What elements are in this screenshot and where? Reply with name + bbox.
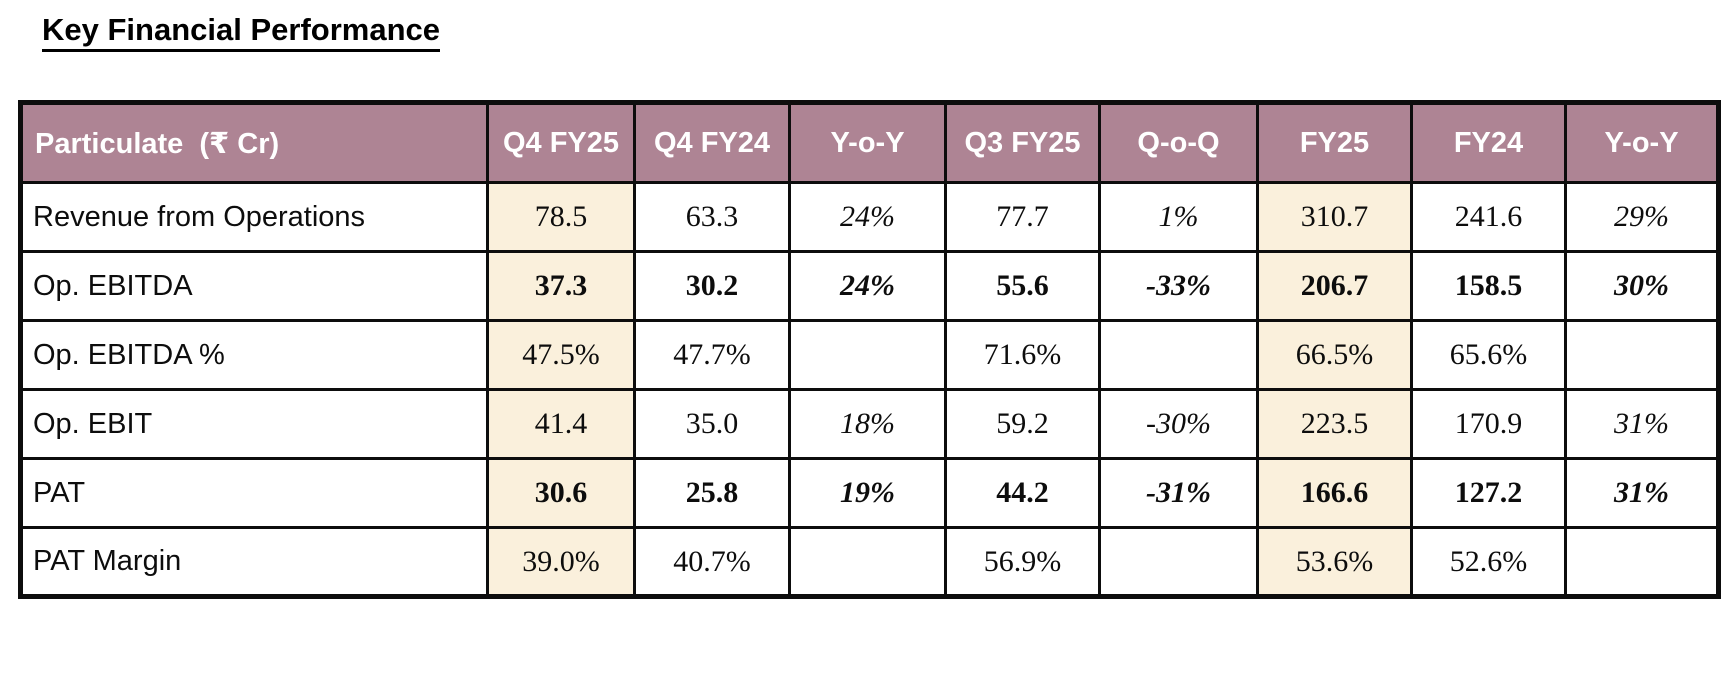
column-header-y-o-y: Y-o-Y [788,101,947,184]
column-header-q3-fy25: Q3 FY25 [944,101,1101,184]
row-label: PAT Margin [19,526,489,598]
cell-value [1564,319,1720,391]
cell-value [1564,526,1720,598]
row-label: Op. EBITDA % [19,319,489,391]
row-label: Op. EBITDA [19,250,489,322]
cell-value: 66.5% [1256,319,1413,391]
table-row: Op. EBITDA % 47.5% 47.7% 71.6% 66.5% 65.6% [19,319,1720,391]
cell-value: 25.8 [633,457,791,529]
column-header-fy24: FY24 [1410,101,1567,184]
header-row: Particulate (₹ Cr) Q4 FY25 Q4 FY24 Y-o-Y Q3 … [19,101,1720,184]
cell-value: 30% [1564,250,1720,322]
cell-value: 1% [1098,181,1259,253]
cell-value: 53.6% [1256,526,1413,598]
table-row: Op. EBIT 41.4 35.0 18% 59.2 -30% 223.5 170.9 31% [19,388,1720,460]
cell-value: 55.6 [944,250,1101,322]
cell-value: 31% [1564,457,1720,529]
cell-value: 78.5 [486,181,636,253]
row-label: Op. EBIT [19,388,489,460]
row-label: Revenue from Operations [19,181,489,253]
cell-value: 206.7 [1256,250,1413,322]
cell-value [788,319,947,391]
cell-value [788,526,947,598]
page-title: Key Financial Performance [42,12,440,52]
cell-value: 44.2 [944,457,1101,529]
column-header-q-o-q: Q-o-Q [1098,101,1259,184]
cell-value: 223.5 [1256,388,1413,460]
table-row: PAT Margin 39.0% 40.7% 56.9% 53.6% 52.6% [19,526,1720,598]
table-header: Particulate (₹ Cr) Q4 FY25 Q4 FY24 Y-o-Y Q3 … [19,101,1720,184]
cell-value: 37.3 [486,250,636,322]
cell-value: 59.2 [944,388,1101,460]
cell-value: 127.2 [1410,457,1567,529]
cell-value: 39.0% [486,526,636,598]
column-header-q4-fy25: Q4 FY25 [486,101,636,184]
table-row: Op. EBITDA 37.3 30.2 24% 55.6 -33% 206.7 158.5 3… [19,250,1720,322]
financial-table: Particulate (₹ Cr) Q4 FY25 Q4 FY24 Y-o-Y Q3 … [18,100,1721,599]
cell-value: 18% [788,388,947,460]
column-header-fy25: FY25 [1256,101,1413,184]
table-body: Revenue from Operations 78.5 63.3 24% 77.7 1%… [19,181,1720,598]
cell-value: 30.2 [633,250,791,322]
cell-value: 47.5% [486,319,636,391]
cell-value: 47.7% [633,319,791,391]
cell-value: 31% [1564,388,1720,460]
cell-value: -30% [1098,388,1259,460]
cell-value: 35.0 [633,388,791,460]
cell-value: 158.5 [1410,250,1567,322]
cell-value: -33% [1098,250,1259,322]
cell-value: 310.7 [1256,181,1413,253]
table-row: Revenue from Operations 78.5 63.3 24% 77.7 1%… [19,181,1720,253]
cell-value: 63.3 [633,181,791,253]
cell-value: 166.6 [1256,457,1413,529]
cell-value: -31% [1098,457,1259,529]
column-header-y-o-y: Y-o-Y [1564,101,1720,184]
cell-value: 52.6% [1410,526,1567,598]
cell-value: 40.7% [633,526,791,598]
cell-value: 24% [788,250,947,322]
column-header-particulate: Particulate (₹ Cr) [19,101,489,184]
cell-value: 41.4 [486,388,636,460]
column-header-q4-fy24: Q4 FY24 [633,101,791,184]
row-label: PAT [19,457,489,529]
cell-value: 65.6% [1410,319,1567,391]
cell-value: 77.7 [944,181,1101,253]
cell-value: 170.9 [1410,388,1567,460]
cell-value [1098,526,1259,598]
cell-value: 29% [1564,181,1720,253]
cell-value: 24% [788,181,947,253]
table-row: PAT 30.6 25.8 19% 44.2 -31% 166.6 127.2 31% [19,457,1720,529]
cell-value [1098,319,1259,391]
cell-value: 241.6 [1410,181,1567,253]
cell-value: 71.6% [944,319,1101,391]
cell-value: 19% [788,457,947,529]
cell-value: 56.9% [944,526,1101,598]
cell-value: 30.6 [486,457,636,529]
